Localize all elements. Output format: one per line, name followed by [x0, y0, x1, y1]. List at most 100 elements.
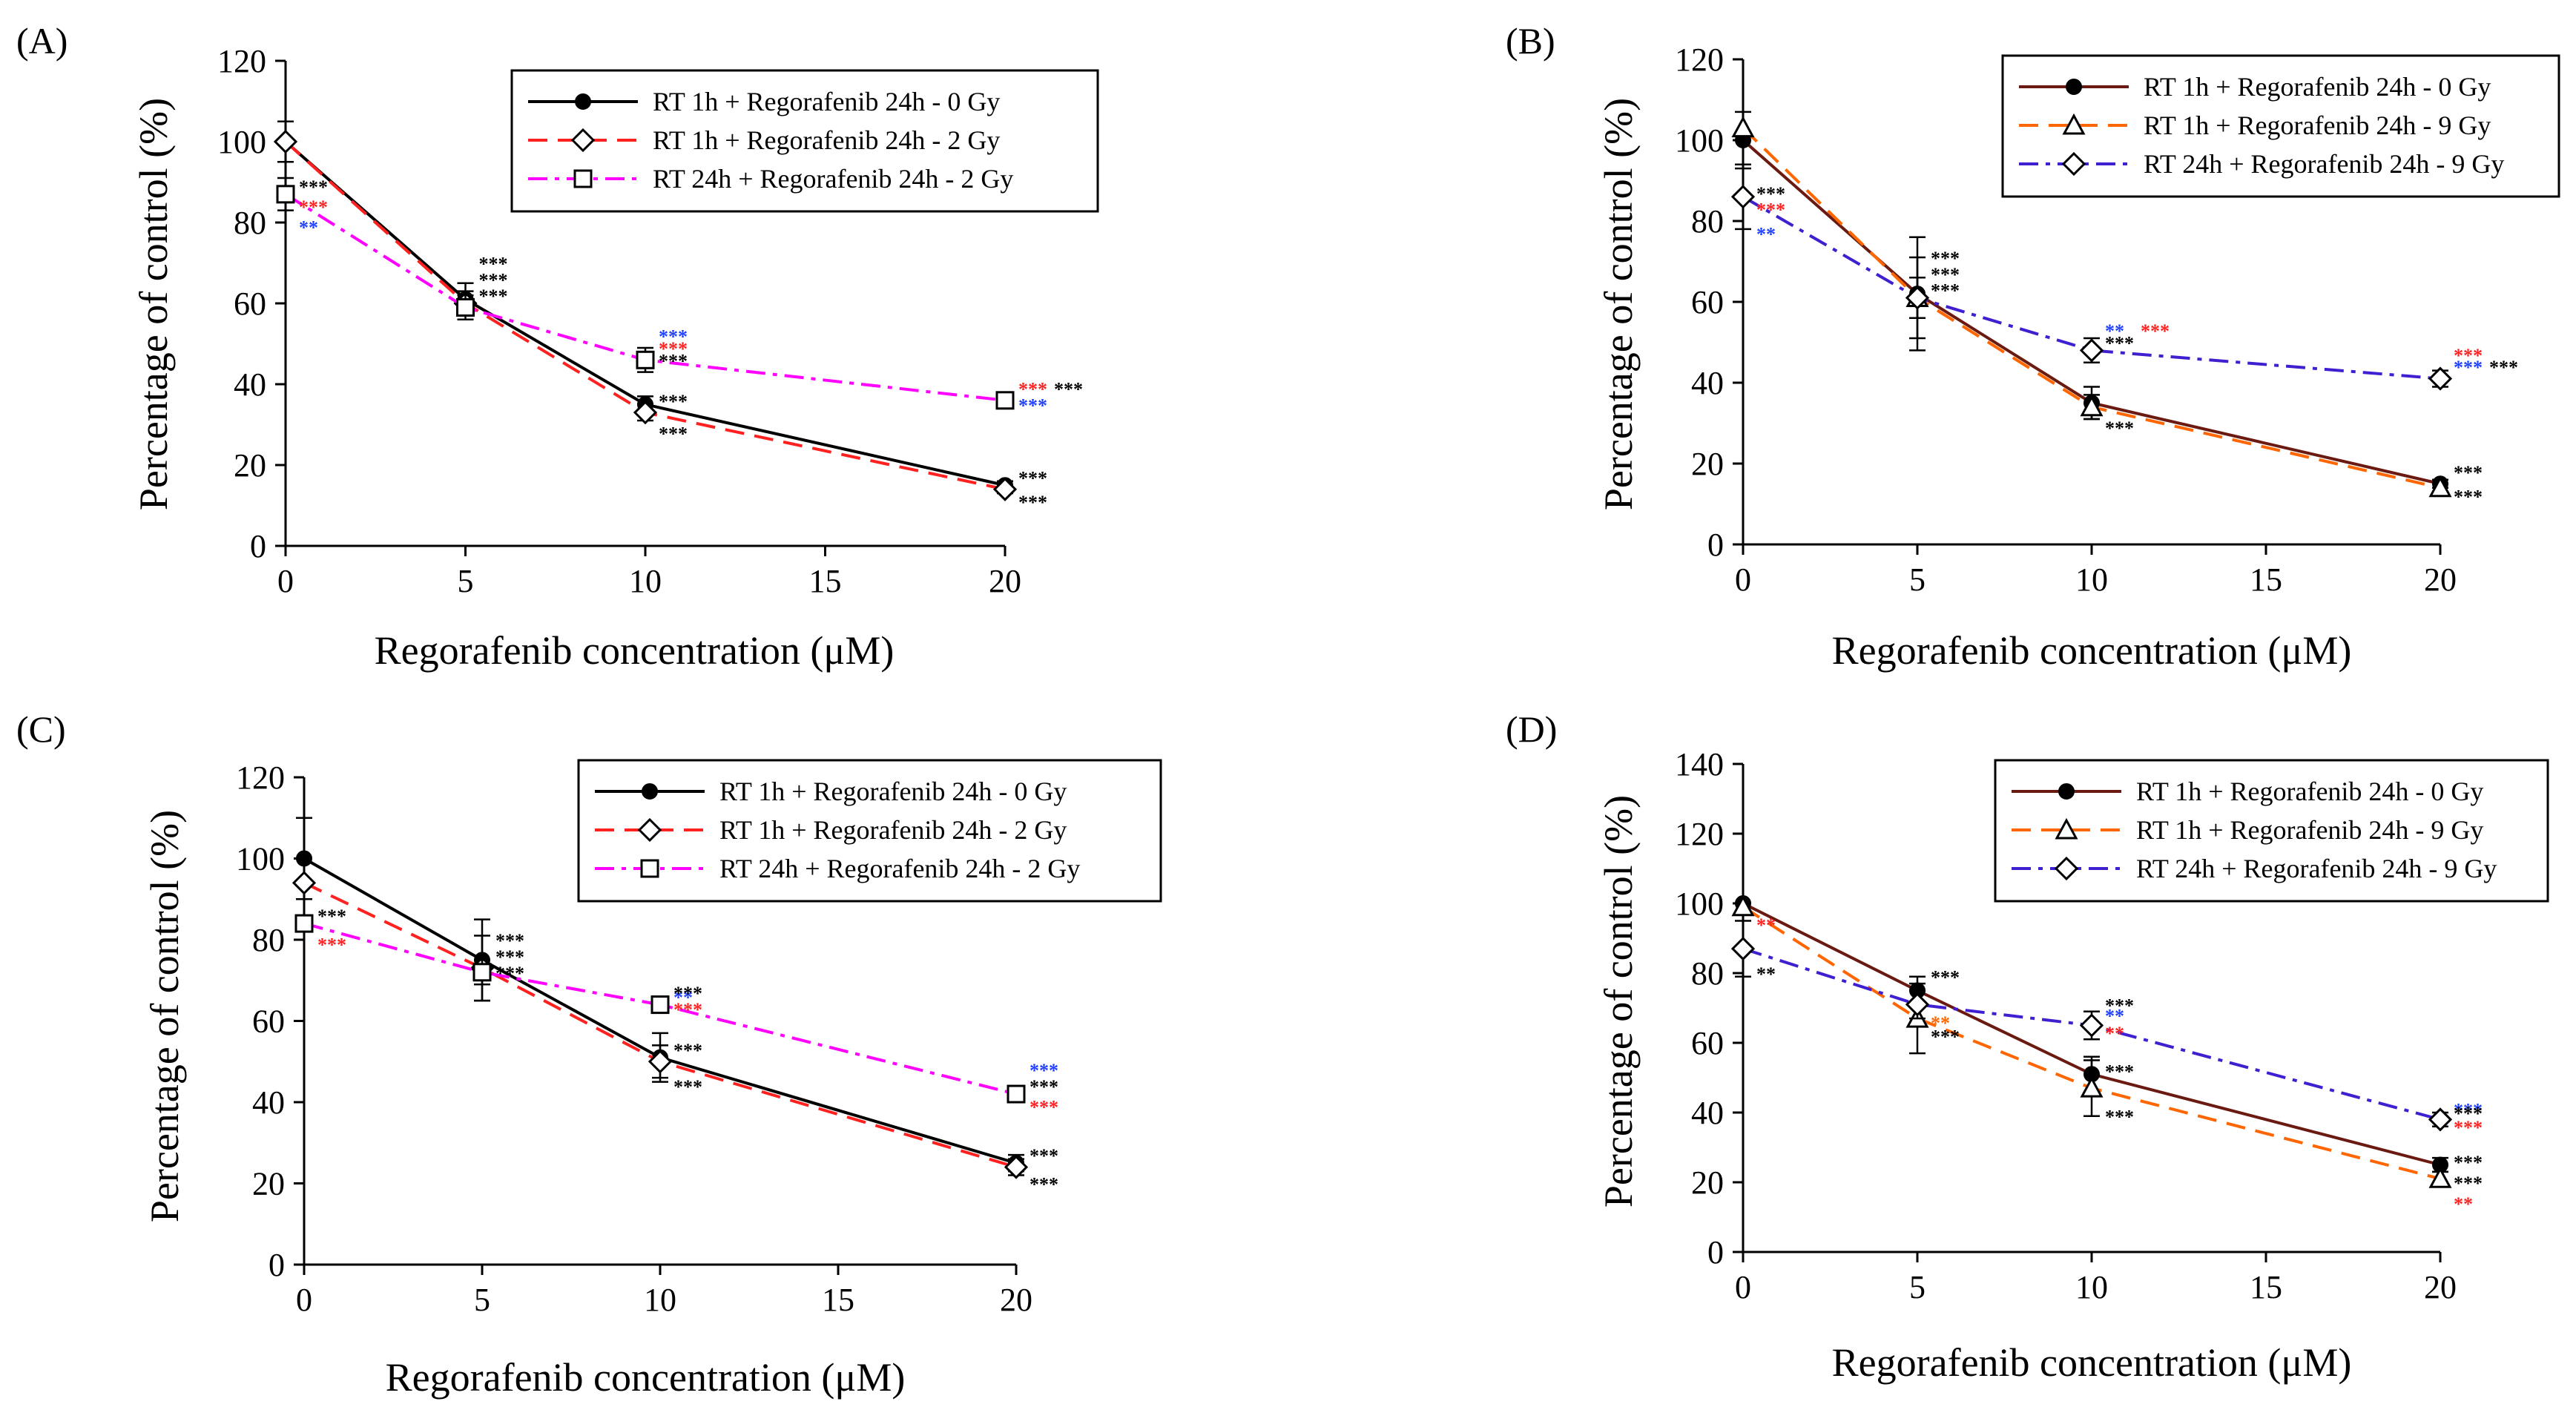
data-point — [648, 1050, 673, 1074]
data-point — [650, 995, 670, 1015]
x-tick-label: 5 — [1909, 1269, 1926, 1305]
x-tick-label: 0 — [1735, 561, 1751, 598]
significance-label: *** — [2454, 345, 2483, 366]
data-point — [992, 477, 1018, 501]
x-axis-title: Regorafenib concentration (μM) — [1832, 1340, 2352, 1385]
y-tick-label: 20 — [234, 447, 266, 484]
significance-label: *** — [673, 1076, 702, 1098]
legend-swatch-marker — [2055, 817, 2078, 840]
y-tick-label: 60 — [234, 286, 266, 322]
x-tick-label: 15 — [822, 1282, 854, 1318]
x-tick-label: 15 — [809, 563, 842, 599]
significance-label: *** — [317, 906, 346, 927]
data-point — [995, 391, 1015, 410]
significance-label: ** — [2105, 320, 2124, 342]
significance-label: *** — [673, 1040, 702, 1061]
significance-label: ** — [1756, 223, 1776, 245]
significance-label: *** — [1931, 264, 1960, 286]
y-tick-label: 100 — [236, 841, 285, 877]
significance-label: *** — [479, 254, 508, 275]
significance-label: *** — [1030, 1096, 1058, 1118]
significance-label: *** — [1931, 967, 1960, 989]
series-3 — [1730, 163, 2453, 391]
legend-entry: RT 1h + Regorafenib 24h - 0 Gy — [2144, 72, 2491, 102]
y-tick-label: 100 — [1675, 886, 1724, 922]
y-axis-title: Percentage of control (%) — [131, 98, 176, 510]
legend-entry: RT 24h + Regorafenib 24h - 2 Gy — [719, 854, 1080, 883]
legend: RT 1h + Regorafenib 24h - 0 Gy RT 1h + Re… — [510, 69, 1099, 213]
significance-label: *** — [2105, 333, 2134, 355]
data-point — [291, 871, 317, 895]
significance-label: *** — [2141, 320, 2170, 342]
legend: RT 1h + Regorafenib 24h - 0 Gy RT 1h + Re… — [577, 759, 1162, 903]
significance-label: *** — [659, 326, 688, 348]
y-tick-label: 20 — [1691, 1164, 1724, 1201]
significance-label: *** — [1931, 280, 1960, 302]
y-axis-title: Percentage of control (%) — [142, 810, 187, 1222]
y-tick-label: 0 — [1707, 1234, 1724, 1271]
x-tick-label: 15 — [2250, 1269, 2282, 1305]
legend-entry: RT 24h + Regorafenib 24h - 2 Gy — [653, 164, 1013, 194]
series-3 — [276, 177, 1015, 410]
x-tick-label: 20 — [989, 563, 1021, 599]
legend-entry: RT 24h + Regorafenib 24h - 9 Gy — [2136, 854, 2497, 883]
y-tick-label: 100 — [217, 124, 266, 160]
y-tick-label: 140 — [1675, 746, 1724, 782]
significance-label: *** — [2454, 1099, 2483, 1121]
series-line — [1742, 127, 2441, 490]
significance-label: ** — [2105, 1023, 2124, 1044]
series-3 — [294, 914, 1026, 1104]
significance-label: *** — [2454, 1152, 2483, 1173]
y-tick-label: 0 — [250, 528, 266, 564]
legend-swatch-marker — [2062, 113, 2086, 135]
data-point — [2079, 1013, 2104, 1038]
x-axis-title: Regorafenib concentration (μM) — [375, 628, 895, 673]
significance-label: *** — [2454, 487, 2483, 508]
significance-label: ** — [2105, 1005, 2124, 1027]
y-tick-label: 120 — [236, 759, 285, 796]
data-point — [2428, 1167, 2452, 1188]
significance-label: ** — [2454, 1193, 2473, 1215]
significance-label: ** — [1756, 963, 1776, 985]
significance-label: *** — [1931, 248, 1960, 269]
y-tick-label: 120 — [217, 43, 266, 79]
significance-label: *** — [299, 177, 328, 198]
x-tick-label: 5 — [474, 1282, 490, 1318]
data-point — [1004, 1155, 1029, 1179]
y-tick-label: 120 — [1675, 42, 1724, 78]
data-point — [1007, 1084, 1026, 1104]
significance-label: *** — [2454, 1117, 2483, 1139]
significance-label: *** — [2105, 1061, 2134, 1083]
significance-label: *** — [2105, 1107, 2134, 1128]
legend-swatch-marker — [2061, 151, 2086, 177]
x-tick-label: 0 — [296, 1282, 312, 1318]
significance-label: *** — [659, 350, 688, 372]
legend-entry: RT 24h + Regorafenib 24h - 9 Gy — [2144, 149, 2504, 179]
series-line — [284, 140, 1006, 491]
series-line — [1742, 139, 2441, 486]
y-tick-label: 0 — [1707, 527, 1724, 563]
y-tick-label: 80 — [1691, 955, 1724, 992]
y-axis-title: Percentage of control (%) — [1596, 98, 1641, 510]
data-point — [296, 850, 312, 867]
x-axis-title: Regorafenib concentration (μM) — [386, 1355, 906, 1400]
legend: RT 1h + Regorafenib 24h - 0 Gy RT 1h + Re… — [1994, 759, 2549, 903]
significance-label: *** — [2105, 418, 2134, 439]
x-tick-label: 5 — [458, 563, 474, 599]
series-line — [1742, 902, 2441, 1167]
series-line — [1742, 195, 2441, 380]
data-point — [273, 129, 298, 154]
legend-swatch-marker — [640, 859, 659, 878]
y-tick-label: 20 — [1691, 446, 1724, 482]
legend-entry: RT 1h + Regorafenib 24h - 0 Gy — [719, 777, 1067, 806]
data-point — [294, 914, 314, 933]
series-line — [303, 922, 1017, 1095]
x-tick-label: 0 — [277, 563, 294, 599]
significance-label: ** — [673, 987, 693, 1009]
y-tick-label: 40 — [234, 366, 266, 403]
x-tick-label: 15 — [2250, 561, 2282, 598]
legend-swatch-marker — [575, 93, 591, 110]
significance-label: ** — [1931, 1012, 1950, 1034]
significance-label: *** — [659, 423, 688, 444]
